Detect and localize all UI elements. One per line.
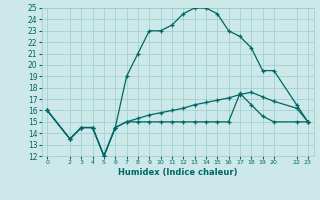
X-axis label: Humidex (Indice chaleur): Humidex (Indice chaleur) [118, 168, 237, 177]
